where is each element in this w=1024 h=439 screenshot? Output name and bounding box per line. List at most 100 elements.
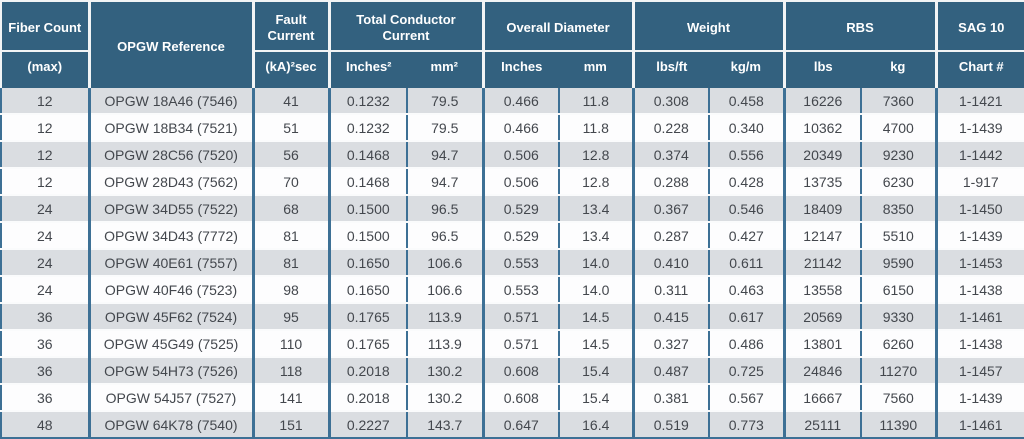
cell-diameter-inches: 0.466 xyxy=(481,88,560,115)
cell-rbs-lbs: 21142 xyxy=(782,249,862,277)
cell-opgw-reference: OPGW 64K78 (7540) xyxy=(87,411,253,439)
cell-rbs-lbs: 16226 xyxy=(782,88,862,115)
table-body: 12 OPGW 18A46 (7546) 41 0.1232 79.5 0.466 11.8… xyxy=(0,88,1024,439)
header-sag10: SAG 10 xyxy=(934,0,1024,51)
cell-opgw-reference: OPGW 34D43 (7772) xyxy=(87,222,253,250)
cell-conductor-mm2: 106.6 xyxy=(405,249,484,277)
cell-rbs-lbs: 20349 xyxy=(782,141,862,169)
cell-diameter-inches: 0.608 xyxy=(481,357,560,385)
cell-fault-current: 81 xyxy=(251,222,329,250)
subheader-conductor-mm2: mm² xyxy=(407,50,484,88)
cell-sag-chart: 1-1450 xyxy=(934,195,1024,223)
cell-weight-lbsft: 0.288 xyxy=(631,168,710,196)
cell-sag-chart: 1-1442 xyxy=(934,141,1024,169)
cell-opgw-reference: OPGW 34D55 (7522) xyxy=(87,195,253,223)
cell-weight-kgm: 0.773 xyxy=(708,411,785,439)
cell-weight-kgm: 0.617 xyxy=(708,303,785,331)
cell-diameter-mm: 15.4 xyxy=(558,357,634,385)
cell-fault-current: 68 xyxy=(251,195,329,223)
cell-fault-current: 110 xyxy=(251,330,329,358)
cell-conductor-inches2: 0.1765 xyxy=(327,330,407,358)
cell-weight-lbsft: 0.287 xyxy=(631,222,710,250)
cell-conductor-inches2: 0.2018 xyxy=(327,384,407,412)
cell-fault-current: 98 xyxy=(251,276,329,304)
cell-rbs-kg: 6260 xyxy=(860,330,937,358)
subheader-weight-lbsft: lbs/ft xyxy=(631,50,710,88)
cell-opgw-reference: OPGW 54H73 (7526) xyxy=(87,357,253,385)
cell-sag-chart: 1-1453 xyxy=(934,249,1024,277)
cell-fault-current: 151 xyxy=(251,411,329,439)
cell-sag-chart: 1-1421 xyxy=(934,88,1024,115)
subheader-conductor-inches2: Inches² xyxy=(327,50,407,88)
cell-rbs-kg: 11390 xyxy=(860,411,937,439)
cell-rbs-lbs: 18409 xyxy=(782,195,862,223)
cell-weight-lbsft: 0.327 xyxy=(631,330,710,358)
cell-opgw-reference: OPGW 28C56 (7520) xyxy=(87,141,253,169)
cell-rbs-kg: 9230 xyxy=(860,141,937,169)
table-row: 12 OPGW 28C56 (7520) 56 0.1468 94.7 0.506 12.8… xyxy=(0,141,1024,169)
cell-rbs-kg: 7360 xyxy=(860,88,937,115)
cell-fiber-count: 12 xyxy=(0,141,89,169)
cell-rbs-kg: 6150 xyxy=(860,276,937,304)
header-fiber-count: Fiber Count xyxy=(0,0,89,51)
table-row: 36 OPGW 45G49 (7525) 110 0.1765 113.9 0.571 14… xyxy=(0,330,1024,358)
cell-diameter-mm: 14.5 xyxy=(558,303,634,331)
cell-diameter-mm: 14.0 xyxy=(558,276,634,304)
cell-opgw-reference: OPGW 40F46 (7523) xyxy=(87,276,253,304)
cell-fault-current: 51 xyxy=(251,114,329,142)
cell-opgw-reference: OPGW 18A46 (7546) xyxy=(87,88,253,115)
table-header: Fiber Count OPGW Reference Fault Current… xyxy=(0,0,1024,88)
cell-fiber-count: 24 xyxy=(0,222,89,250)
cell-opgw-reference: OPGW 28D43 (7562) xyxy=(87,168,253,196)
cell-sag-chart: 1-1439 xyxy=(934,384,1024,412)
subheader-rbs-kg: kg xyxy=(861,50,937,88)
cell-conductor-mm2: 130.2 xyxy=(405,357,484,385)
cell-rbs-kg: 9590 xyxy=(860,249,937,277)
cell-conductor-mm2: 96.5 xyxy=(405,195,484,223)
cell-opgw-reference: OPGW 40E61 (7557) xyxy=(87,249,253,277)
cell-rbs-lbs: 13735 xyxy=(782,168,862,196)
cell-rbs-lbs: 13801 xyxy=(782,330,862,358)
cell-rbs-lbs: 25111 xyxy=(782,411,862,439)
cell-conductor-inches2: 0.1232 xyxy=(327,88,407,115)
cell-diameter-inches: 0.571 xyxy=(481,303,560,331)
cell-conductor-inches2: 0.1500 xyxy=(327,195,407,223)
cell-weight-lbsft: 0.487 xyxy=(631,357,710,385)
cell-weight-kgm: 0.458 xyxy=(708,88,785,115)
table-row: 12 OPGW 18A46 (7546) 41 0.1232 79.5 0.466 11.8… xyxy=(0,88,1024,115)
cell-conductor-inches2: 0.1500 xyxy=(327,222,407,250)
cell-conductor-inches2: 0.1468 xyxy=(327,168,407,196)
cell-conductor-inches2: 0.1650 xyxy=(327,249,407,277)
cell-conductor-mm2: 143.7 xyxy=(405,411,484,439)
cell-conductor-inches2: 0.2018 xyxy=(327,357,407,385)
cell-weight-kgm: 0.611 xyxy=(708,249,785,277)
cell-diameter-mm: 12.8 xyxy=(558,141,634,169)
cell-weight-lbsft: 0.415 xyxy=(631,303,710,331)
cell-sag-chart: 1-1438 xyxy=(934,330,1024,358)
cell-rbs-lbs: 16667 xyxy=(782,384,862,412)
cell-weight-kgm: 0.340 xyxy=(708,114,785,142)
cell-diameter-inches: 0.506 xyxy=(481,141,560,169)
cell-rbs-kg: 8350 xyxy=(860,195,937,223)
cell-diameter-inches: 0.647 xyxy=(481,411,560,439)
cell-conductor-mm2: 130.2 xyxy=(405,384,484,412)
header-group-row: Fiber Count OPGW Reference Fault Current… xyxy=(0,0,1024,88)
cell-conductor-mm2: 106.6 xyxy=(405,276,484,304)
cell-diameter-mm: 13.4 xyxy=(558,222,634,250)
cell-opgw-reference: OPGW 45G49 (7525) xyxy=(87,330,253,358)
cell-sag-chart: 1-1439 xyxy=(934,114,1024,142)
table-row: 24 OPGW 34D55 (7522) 68 0.1500 96.5 0.529 13.4… xyxy=(0,195,1024,223)
cell-fiber-count: 24 xyxy=(0,195,89,223)
table-row: 24 OPGW 40F46 (7523) 98 0.1650 106.6 0.553 14.… xyxy=(0,276,1024,304)
cell-rbs-kg: 7560 xyxy=(860,384,937,412)
cell-diameter-mm: 14.5 xyxy=(558,330,634,358)
cell-conductor-mm2: 94.7 xyxy=(405,168,484,196)
cell-weight-kgm: 0.725 xyxy=(708,357,785,385)
table-row: 12 OPGW 28D43 (7562) 70 0.1468 94.7 0.506 12.8… xyxy=(0,168,1024,196)
cell-weight-lbsft: 0.519 xyxy=(631,411,710,439)
cell-sag-chart: 1-1461 xyxy=(934,303,1024,331)
cell-conductor-mm2: 113.9 xyxy=(405,303,484,331)
cell-rbs-lbs: 24846 xyxy=(782,357,862,385)
